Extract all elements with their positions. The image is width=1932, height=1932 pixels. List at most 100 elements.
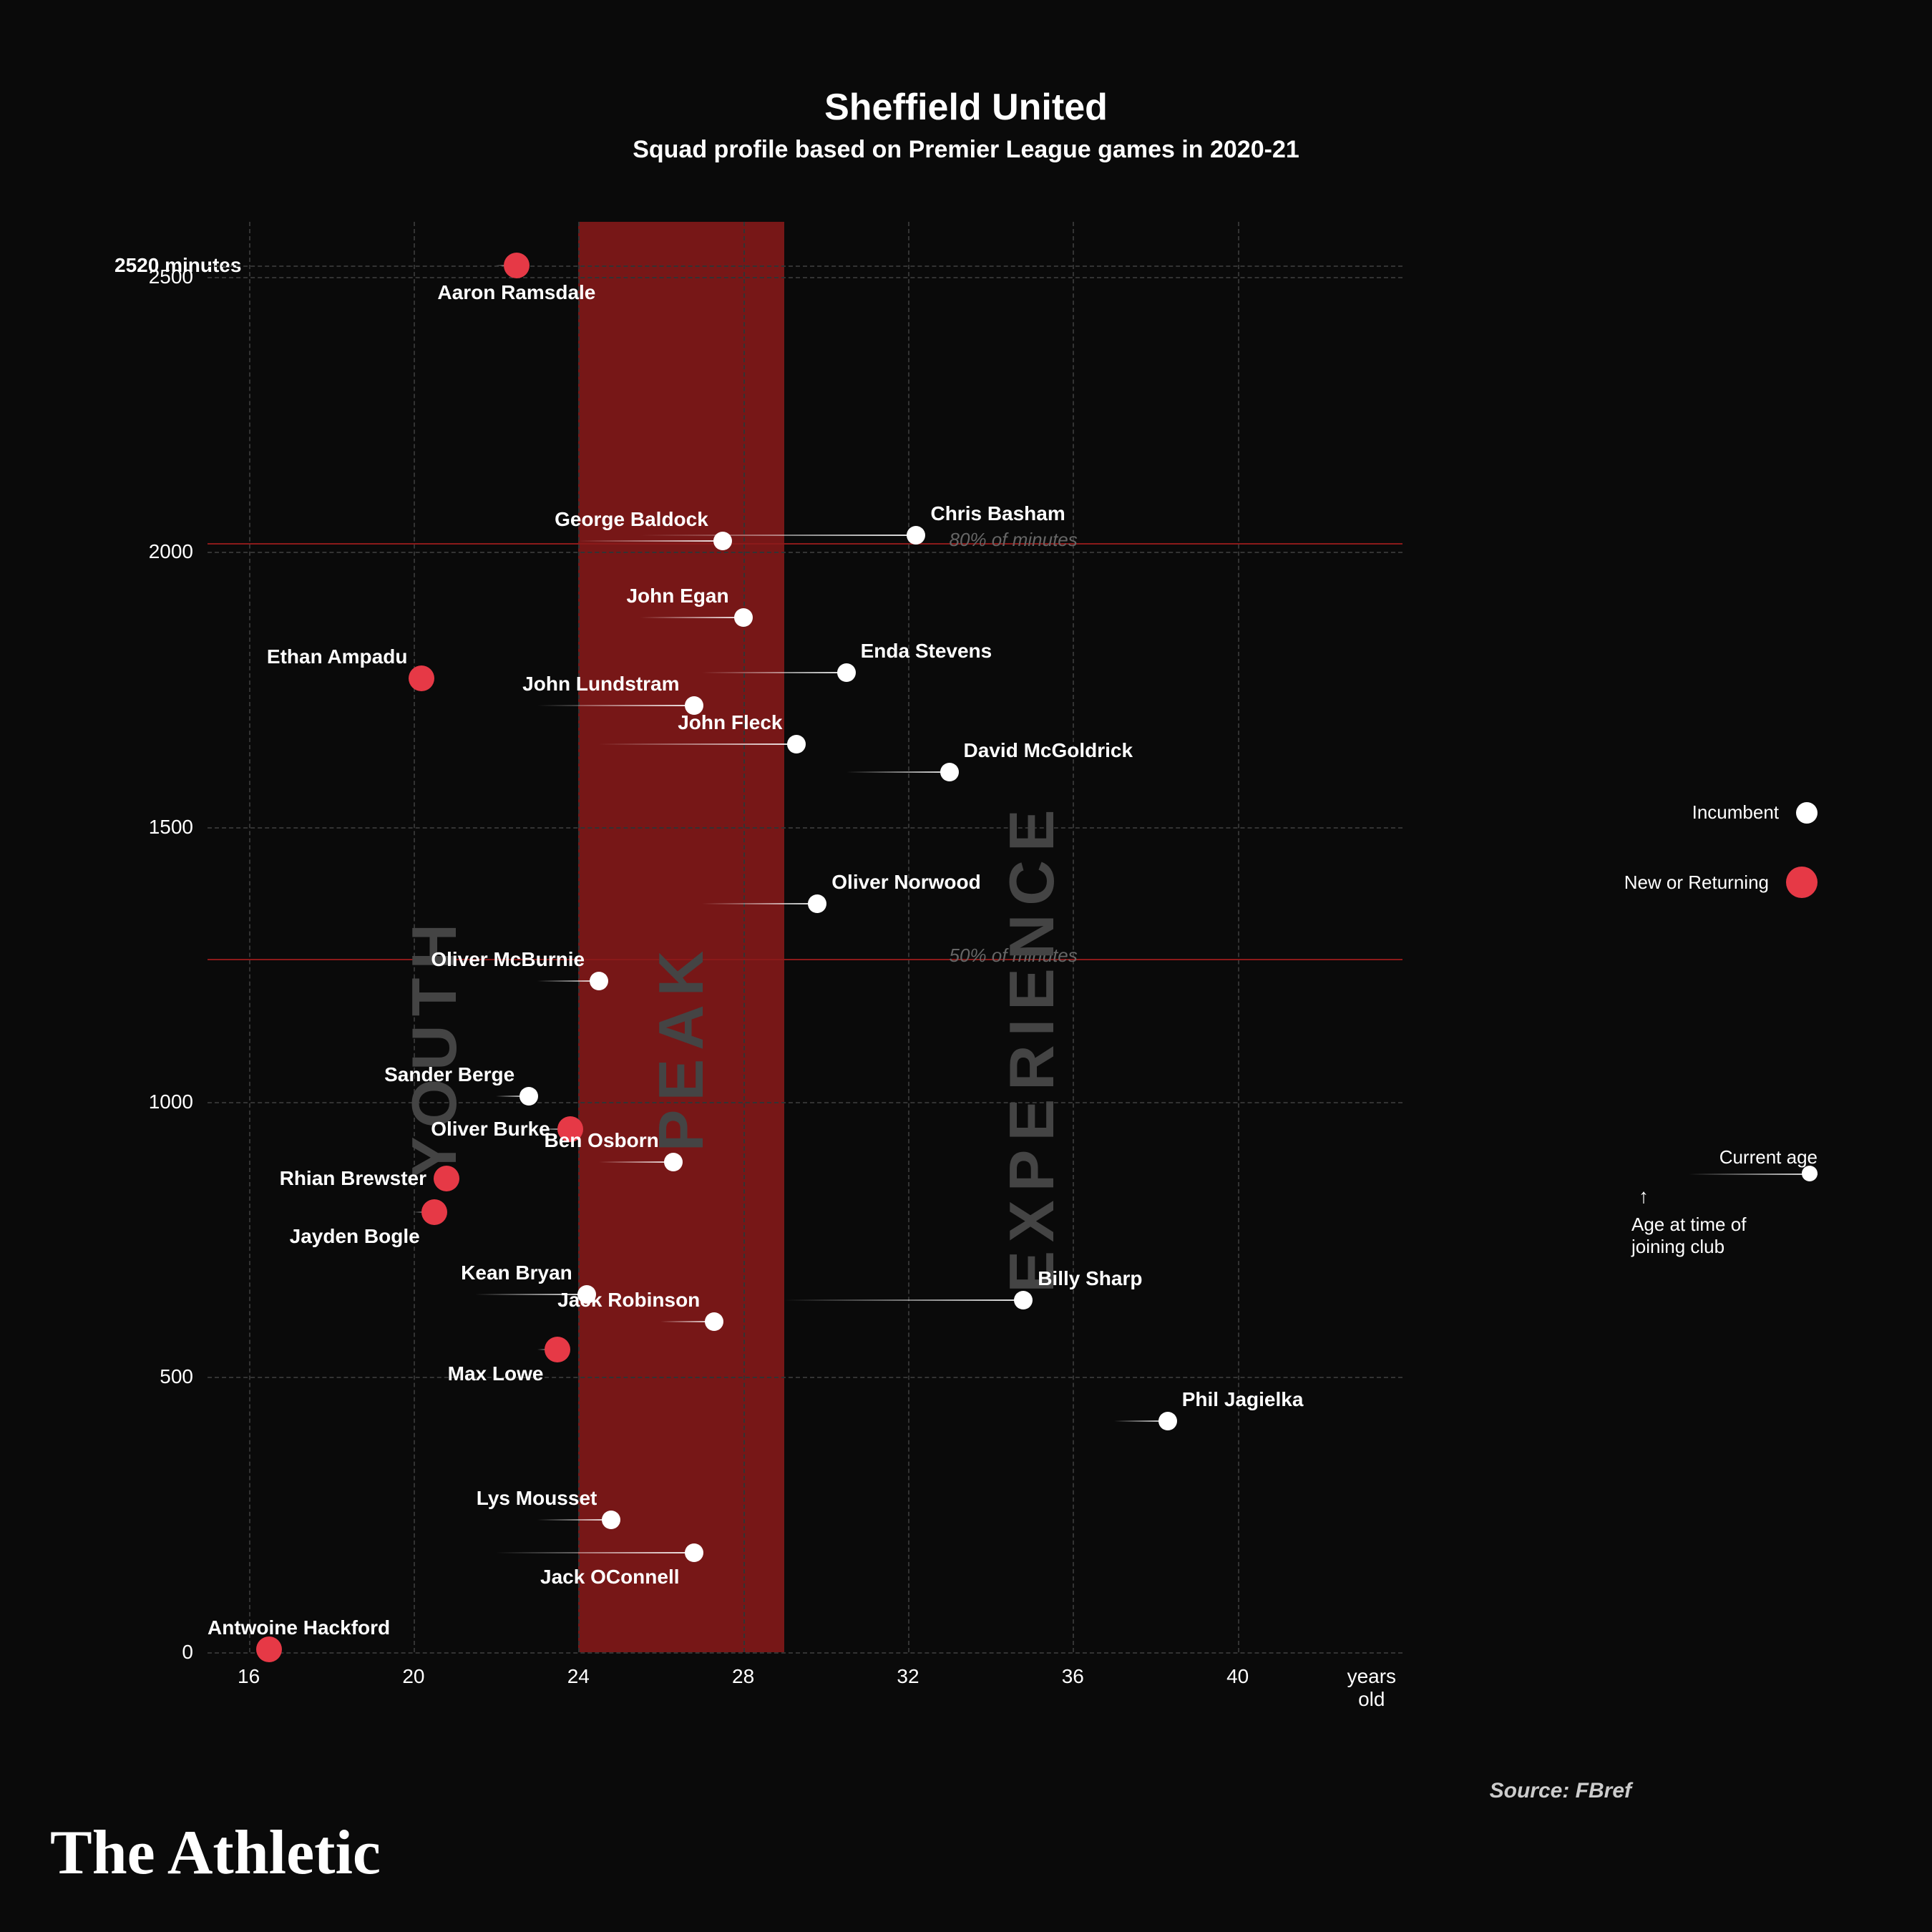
age-trail bbox=[847, 771, 950, 773]
legend-new-swatch bbox=[1786, 867, 1818, 898]
x-tick-label: 28 bbox=[732, 1665, 754, 1688]
reference-label: 80% of minutes bbox=[950, 529, 1078, 551]
legend-new: New or Returning bbox=[1603, 867, 1818, 898]
chart-title: Sheffield United bbox=[86, 86, 1846, 129]
player-point bbox=[545, 1337, 570, 1362]
x-tick-label: 16 bbox=[238, 1665, 260, 1688]
plot-area: 16202428323640years old05001000150020002… bbox=[208, 222, 1402, 1696]
player-point bbox=[1014, 1291, 1033, 1309]
player-point bbox=[940, 763, 959, 781]
grid-horizontal bbox=[208, 827, 1402, 829]
player-point bbox=[256, 1636, 282, 1662]
arrow-up-icon: ↑ bbox=[1639, 1185, 1649, 1208]
age-band-label: EXPERIENCE bbox=[995, 801, 1068, 1292]
legend: Incumbent New or Returning bbox=[1603, 801, 1818, 941]
player-point bbox=[664, 1153, 683, 1171]
age-legend: Current age ↑ Age at time of joining clu… bbox=[1603, 1174, 1818, 1302]
player-point bbox=[685, 1543, 703, 1562]
player-point bbox=[434, 1166, 459, 1191]
age-trail bbox=[537, 705, 694, 706]
grid-horizontal bbox=[208, 1102, 1402, 1103]
player-label: John Fleck bbox=[208, 711, 782, 734]
player-label: Jayden Bogle bbox=[208, 1225, 420, 1248]
grid-vertical bbox=[1238, 222, 1239, 1652]
x-axis-suffix: years old bbox=[1341, 1665, 1402, 1711]
legend-incumbent-label: Incumbent bbox=[1692, 801, 1779, 824]
player-label: Oliver McBurnie bbox=[208, 948, 585, 971]
age-trail bbox=[702, 672, 847, 673]
player-label: George Baldock bbox=[208, 508, 708, 531]
grid-horizontal bbox=[208, 552, 1402, 553]
y-tick-label: 0 bbox=[107, 1641, 193, 1664]
age-trail bbox=[496, 1552, 693, 1553]
player-point bbox=[787, 735, 806, 753]
player-point bbox=[1158, 1412, 1177, 1430]
player-point bbox=[421, 1199, 447, 1225]
grid-vertical bbox=[743, 222, 745, 1652]
age-trail bbox=[784, 1299, 1023, 1301]
y-tick-label: 500 bbox=[107, 1365, 193, 1388]
chart-container: Sheffield United Squad profile based on … bbox=[86, 86, 1846, 1846]
player-point bbox=[504, 253, 530, 278]
legend-incumbent: Incumbent bbox=[1603, 801, 1818, 824]
player-label: Chris Basham bbox=[930, 502, 1065, 525]
age-trail bbox=[599, 743, 796, 745]
player-point bbox=[837, 663, 856, 682]
x-tick-label: 36 bbox=[1062, 1665, 1084, 1688]
grid-vertical bbox=[249, 222, 250, 1652]
player-point bbox=[519, 1087, 538, 1106]
legend-incumbent-swatch bbox=[1796, 802, 1818, 824]
brand-logo: The Athletic bbox=[50, 1817, 381, 1889]
reference-line bbox=[208, 543, 1402, 545]
age-legend-current: Current age bbox=[1719, 1146, 1818, 1169]
y-tick-label: 2000 bbox=[107, 540, 193, 563]
age-trail bbox=[702, 903, 817, 904]
age-legend-join: Age at time of joining club bbox=[1631, 1214, 1782, 1258]
y-tick-label: 1500 bbox=[107, 816, 193, 839]
player-label: John Lundstram bbox=[208, 673, 680, 696]
grid-vertical bbox=[578, 222, 580, 1652]
player-label: Max Lowe bbox=[208, 1362, 543, 1385]
player-label: Phil Jagielka bbox=[1182, 1388, 1304, 1411]
player-point bbox=[734, 608, 753, 627]
grid-horizontal bbox=[208, 1652, 1402, 1654]
grid-horizontal bbox=[208, 277, 1402, 278]
player-label: Rhian Brewster bbox=[208, 1167, 426, 1190]
player-point bbox=[907, 526, 925, 545]
peak-age-band bbox=[578, 222, 784, 1652]
player-label: Jack OConnell bbox=[208, 1566, 680, 1589]
player-point bbox=[808, 894, 826, 913]
x-tick-label: 24 bbox=[567, 1665, 590, 1688]
y-tick-label: 1000 bbox=[107, 1091, 193, 1113]
player-point bbox=[713, 532, 732, 550]
x-tick-label: 32 bbox=[897, 1665, 919, 1688]
player-label: John Egan bbox=[208, 585, 729, 608]
legend-new-label: New or Returning bbox=[1624, 872, 1769, 894]
age-trail bbox=[599, 1161, 673, 1163]
player-label: Lys Mousset bbox=[208, 1487, 597, 1510]
chart-subtitle: Squad profile based on Premier League ga… bbox=[86, 136, 1846, 164]
x-tick-label: 40 bbox=[1226, 1665, 1249, 1688]
player-label: Billy Sharp bbox=[1038, 1267, 1142, 1290]
grid-vertical bbox=[1073, 222, 1074, 1652]
player-label: Ben Osborn bbox=[208, 1129, 659, 1152]
player-point bbox=[590, 972, 608, 990]
player-point bbox=[602, 1511, 620, 1529]
age-trail bbox=[537, 1519, 612, 1521]
player-label: Ethan Ampadu bbox=[208, 645, 407, 668]
age-legend-point bbox=[1802, 1166, 1818, 1181]
grid-vertical bbox=[908, 222, 909, 1652]
player-label: Antwoine Hackford bbox=[208, 1616, 255, 1639]
source-label: Source: FBref bbox=[1490, 1779, 1631, 1803]
x-tick-label: 20 bbox=[402, 1665, 424, 1688]
player-point bbox=[705, 1312, 723, 1331]
age-trail bbox=[578, 540, 723, 542]
player-label: Sander Berge bbox=[208, 1063, 514, 1086]
max-minutes-line bbox=[208, 265, 1402, 267]
player-label: Jack Robinson bbox=[208, 1289, 700, 1312]
player-label: Enda Stevens bbox=[861, 640, 992, 663]
player-label: David McGoldrick bbox=[964, 739, 1133, 762]
age-trail bbox=[640, 617, 743, 618]
player-label: Oliver Norwood bbox=[831, 871, 980, 894]
age-trail bbox=[640, 535, 917, 536]
